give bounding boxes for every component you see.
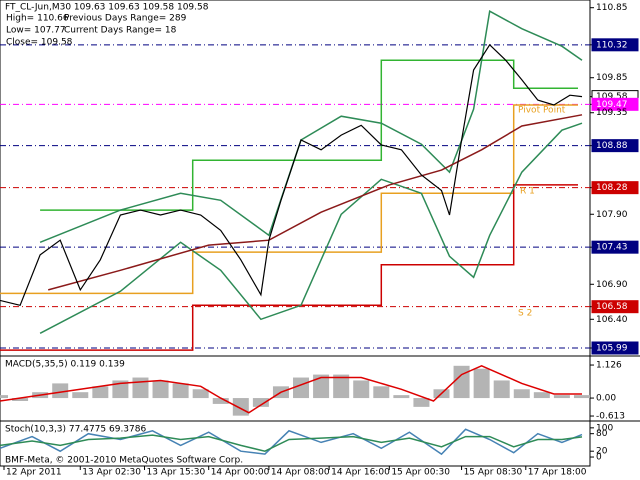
y-tick-label: 107.90 — [596, 210, 628, 220]
histogram-bar — [533, 392, 550, 399]
histogram-bar — [493, 380, 510, 399]
x-tick-label: 13 Apr 02:30 — [82, 468, 141, 478]
x-tick-label: 14 Apr 16:00 — [331, 468, 390, 478]
panel-title: FT_CL-Jun,M30 109.63 109.63 109.58 109.5… — [5, 3, 209, 13]
series-line — [39, 122, 583, 334]
price-label-box — [591, 240, 639, 254]
histogram-bar — [132, 377, 149, 399]
histogram-bar — [353, 380, 370, 399]
annotation: Close= 109.58 — [6, 38, 73, 48]
histogram-bar — [473, 368, 490, 399]
series-line — [0, 364, 582, 414]
y-tick-label: 80 — [596, 429, 608, 439]
annotation: Previous Days Range= 289 — [64, 14, 187, 24]
histogram-bar — [112, 380, 129, 399]
y-tick-label: 0.00 — [596, 394, 616, 404]
price-label-box — [591, 38, 639, 52]
y-tick-label: 1.126 — [596, 361, 622, 371]
histogram-bar — [333, 374, 350, 399]
series-line — [0, 434, 583, 452]
histogram-bar — [252, 398, 269, 407]
y-tick-label: 110.32 — [596, 40, 628, 50]
series-line — [0, 43, 583, 307]
annotation: S 2 — [518, 309, 532, 319]
series-line — [0, 184, 578, 351]
histogram-bar — [573, 395, 590, 399]
histogram-bar — [553, 395, 570, 399]
y-tick-label: 109.47 — [596, 100, 628, 110]
histogram-bar — [92, 386, 109, 399]
price-label-box — [591, 97, 639, 111]
series-line — [39, 10, 583, 243]
series-line — [40, 59, 578, 211]
series-line — [48, 114, 583, 291]
histogram-bar — [293, 377, 310, 399]
y-tick-label: 108.28 — [596, 183, 628, 193]
y-tick-label: 110.85 — [596, 3, 628, 13]
y-tick-label: 106.40 — [596, 315, 628, 325]
y-tick-label: 105.99 — [596, 343, 628, 353]
histogram-bar — [12, 398, 29, 401]
price-label-box — [591, 181, 639, 195]
histogram-bar — [72, 392, 89, 399]
panel-title: MACD(5,35,5) 0.119 0.139 — [5, 360, 125, 370]
footer: BMF-Meta, © 2001-2010 MetaQuotes Softwar… — [5, 456, 243, 466]
histogram-bar — [413, 398, 430, 407]
price-label-box — [591, 139, 639, 153]
annotation: R 1 — [520, 187, 535, 197]
y-tick-label: 109.85 — [596, 73, 628, 83]
histogram-bar — [52, 383, 69, 399]
y-tick-label: 107.43 — [596, 243, 628, 253]
histogram-bar — [152, 380, 169, 399]
histogram-bar — [313, 374, 330, 399]
x-tick-label: 14 Apr 00:00 — [211, 468, 270, 478]
x-tick-label: 15 Apr 00:30 — [391, 468, 450, 478]
histogram-bar — [212, 398, 229, 404]
histogram-bar — [513, 389, 530, 399]
y-tick-label: 106.58 — [596, 302, 628, 312]
series-line — [0, 428, 583, 456]
price-label-box — [591, 341, 639, 355]
y-tick-label: 109.35 — [596, 108, 628, 118]
histogram-bar — [0, 395, 8, 399]
annotation: Current Days Range= 18 — [64, 26, 177, 36]
x-tick-label: 15 Apr 08:30 — [464, 468, 523, 478]
x-tick-label: 17 Apr 18:00 — [528, 468, 587, 478]
x-tick-label: 13 Apr 15:30 — [146, 468, 205, 478]
price-label-box — [591, 300, 639, 314]
x-tick-label: 14 Apr 08:00 — [271, 468, 330, 478]
histogram-bar — [232, 398, 249, 416]
annotation: High= 110.66 — [6, 14, 69, 24]
histogram-bar — [172, 383, 189, 399]
y-tick-label: -0.613 — [596, 412, 625, 422]
histogram-bar — [393, 395, 410, 399]
annotation: Low= 107.77 — [6, 26, 66, 36]
y-tick-label: 100 — [596, 423, 613, 433]
histogram-bar — [373, 386, 390, 399]
histogram-bar — [192, 389, 209, 399]
y-tick-label: 20 — [596, 447, 608, 457]
annotation: Pivot Point — [518, 106, 566, 116]
series-line — [0, 104, 578, 295]
panel-title: Stoch(10,3,3) 77.4775 69.3786 — [5, 425, 146, 435]
y-tick-label: 106.90 — [596, 280, 628, 290]
y-tick-label: 109.58 — [596, 92, 628, 102]
y-tick-label: 0 — [596, 453, 602, 463]
x-tick-label: 12 Apr 2011 — [6, 468, 62, 478]
y-tick-label: 108.88 — [596, 141, 628, 151]
histogram-bar — [453, 365, 470, 399]
